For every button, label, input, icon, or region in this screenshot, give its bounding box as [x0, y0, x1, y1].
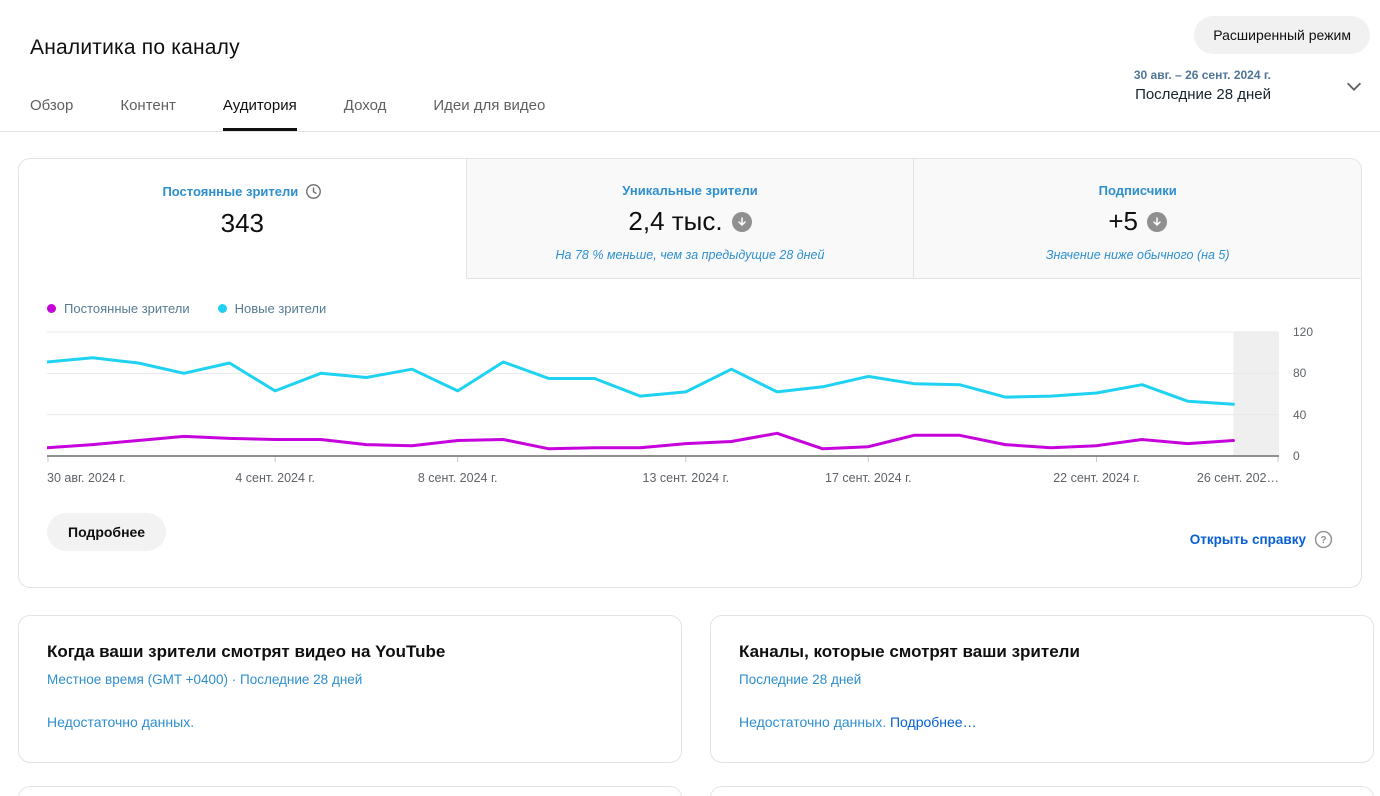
legend-item-new-viewers: Новые зрители	[217, 301, 327, 316]
legend-item-returning-viewers: Постоянные зрители	[47, 301, 190, 316]
down-arrow-icon	[1147, 211, 1167, 232]
card-title: Когда ваши зрители смотрят видео на YouT…	[47, 642, 446, 661]
tab-revenue[interactable]: Доход	[343, 97, 387, 114]
date-range-texts: 30 авг. – 26 сент. 2024 г. Последние 28 …	[1134, 68, 1271, 103]
x-tick-label: 22 сент. 2024 г.	[1053, 471, 1140, 485]
details-button[interactable]: Подробнее	[47, 513, 167, 551]
page-title: Аналитика по каналу	[30, 36, 240, 60]
audience-chart	[47, 331, 1279, 462]
card-title: Каналы, которые смотрят ваши зрители	[739, 642, 1080, 661]
advanced-mode-button[interactable]: Расширенный режим	[1194, 16, 1370, 54]
metric-value: 2,4 тыс.	[628, 206, 752, 237]
metric-tab-subscribers[interactable]: Подписчики +5 Значение ниже обычного (на…	[913, 159, 1362, 279]
viewers-line-chart: 120 80 40 0	[47, 325, 1313, 464]
date-preset-label: Последние 28 дней	[1135, 86, 1271, 103]
card-partial-bottom-left	[18, 786, 682, 796]
legend-dot-magenta	[47, 304, 56, 313]
metric-comparison-note: На 78 % меньше, чем за предыдущие 28 дне…	[555, 248, 825, 262]
tab-content[interactable]: Контент	[120, 97, 176, 114]
card-channels-your-audience-watches: Каналы, которые смотрят ваши зрители Пос…	[710, 615, 1374, 763]
metric-tabs-strip: Постоянные зрители 343 Уникальные зрител…	[19, 159, 1362, 279]
down-arrow-icon	[731, 211, 752, 232]
card-subtitle: Последние 28 дней	[739, 672, 862, 687]
question-mark-icon: ?	[1314, 530, 1333, 549]
x-tick-label: 17 сент. 2024 г.	[825, 471, 912, 485]
card-empty-state: Недостаточно данных.	[47, 714, 195, 730]
tab-video-ideas[interactable]: Идеи для видео	[433, 97, 546, 114]
metric-value-text: 343	[220, 208, 265, 238]
x-axis-labels: 30 авг. 2024 г. 4 сент. 2024 г. 8 сент. …	[47, 471, 1279, 489]
date-range-selector[interactable]: 30 авг. – 26 сент. 2024 г. Последние 28 …	[1134, 68, 1365, 103]
metric-tab-returning-viewers[interactable]: Постоянные зрители 343	[19, 159, 466, 279]
chart-legend: Постоянные зрители Новые зрители	[47, 301, 1361, 316]
metric-label: Постоянные зрители	[162, 183, 322, 200]
card-watch-times: Когда ваши зрители смотрят видео на YouT…	[18, 615, 682, 763]
metric-label: Подписчики	[1099, 183, 1177, 198]
metric-value-text: 2,4 тыс.	[628, 206, 723, 236]
card-subtitle: Местное время (GMT +0400) · Последние 28…	[47, 672, 363, 687]
legend-label: Постоянные зрители	[64, 301, 190, 316]
analytics-tab-bar: Обзор Контент Аудитория Доход Идеи для в…	[0, 88, 1380, 132]
metric-value: +5	[1108, 206, 1167, 237]
y-tick-80: 80	[1293, 366, 1307, 380]
svg-text:?: ?	[1320, 535, 1326, 546]
metric-value-text: +5	[1108, 206, 1138, 236]
chevron-down-icon	[1343, 75, 1365, 97]
legend-label: Новые зрители	[234, 301, 327, 316]
y-tick-120: 120	[1293, 325, 1314, 339]
metric-comparison-note: Значение ниже обычного (на 5)	[1045, 248, 1230, 262]
audience-overview-card: Постоянные зрители 343 Уникальные зрител…	[18, 158, 1362, 588]
x-tick-label: 30 авг. 2024 г.	[47, 471, 126, 485]
card-empty-text: Недостаточно данных.	[739, 714, 887, 730]
chart-card-footer: Подробнее Открыть справку ?	[47, 513, 1333, 551]
metric-label: Уникальные зрители	[622, 183, 757, 198]
tab-overview[interactable]: Обзор	[30, 97, 74, 114]
tab-audience[interactable]: Аудитория	[222, 88, 297, 131]
x-tick-label: 4 сент. 2024 г.	[235, 471, 315, 485]
date-range-value: 30 авг. – 26 сент. 2024 г.	[1133, 68, 1271, 82]
metric-tab-unique-viewers[interactable]: Уникальные зрители 2,4 тыс. На 78 % мень…	[465, 159, 914, 279]
y-tick-0: 0	[1293, 449, 1300, 463]
x-tick-label: 8 сент. 2024 г.	[417, 471, 498, 485]
metric-value: 343	[221, 208, 264, 239]
x-tick-label: 26 сент. 202…	[1196, 471, 1279, 485]
learn-more-link[interactable]: Подробнее…	[889, 714, 977, 730]
metric-label-text: Уникальные зрители	[622, 183, 758, 198]
help-link-label: Открыть справку	[1189, 532, 1306, 547]
metric-label-text: Подписчики	[1098, 183, 1177, 198]
y-tick-40: 40	[1293, 408, 1307, 422]
clock-icon	[305, 183, 322, 200]
legend-dot-cyan	[217, 304, 227, 313]
card-empty-state: Недостаточно данных. Подробнее…	[739, 714, 1345, 730]
metric-label-text: Постоянные зрители	[162, 184, 299, 199]
open-help-link[interactable]: Открыть справку ?	[1190, 530, 1333, 551]
x-tick-label: 13 сент. 2024 г.	[642, 471, 730, 485]
card-partial-bottom-right	[710, 786, 1374, 796]
